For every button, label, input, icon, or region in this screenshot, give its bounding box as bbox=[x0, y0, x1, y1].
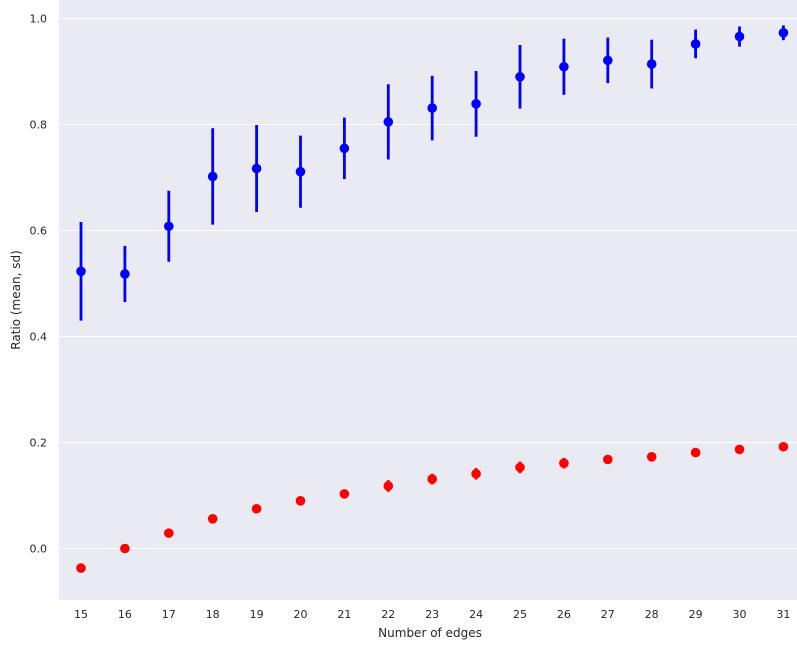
x-tick-labels: 15 16 17 18 19 20 21 22 23 24 25 26 27 28 29 30 31 bbox=[74, 608, 790, 621]
data-point bbox=[778, 28, 789, 38]
data-point bbox=[471, 99, 481, 109]
data-point bbox=[295, 166, 306, 177]
x-tick-label: 15 bbox=[74, 608, 88, 621]
data-point bbox=[603, 55, 613, 66]
data-point bbox=[559, 458, 569, 468]
x-tick-label: 23 bbox=[425, 608, 439, 621]
x-tick-label: 30 bbox=[733, 608, 747, 621]
data-point bbox=[120, 543, 130, 554]
data-point bbox=[164, 221, 174, 232]
x-tick-label: 28 bbox=[645, 608, 659, 621]
data-point bbox=[471, 468, 481, 479]
y-axis-label: Ratio (mean, sd) bbox=[9, 250, 23, 350]
data-point bbox=[734, 444, 745, 455]
x-tick-label: 16 bbox=[118, 608, 132, 621]
data-point bbox=[646, 452, 657, 462]
data-point bbox=[164, 528, 174, 538]
data-point bbox=[427, 474, 438, 484]
data-point bbox=[207, 514, 218, 524]
y-tick-label: 0.2 bbox=[30, 437, 48, 450]
y-tick-labels: 0.0 0.2 0.4 0.6 0.8 1.0 bbox=[30, 13, 48, 556]
data-point bbox=[207, 171, 218, 182]
data-point bbox=[690, 39, 701, 49]
data-point bbox=[339, 489, 350, 499]
data-point bbox=[515, 462, 525, 473]
x-tick-label: 19 bbox=[250, 608, 264, 621]
series-layer bbox=[76, 25, 789, 573]
series-1 bbox=[76, 25, 789, 321]
y-tick-label: 0.6 bbox=[30, 225, 48, 238]
x-tick-label: 25 bbox=[513, 608, 527, 621]
x-tick-label: 24 bbox=[469, 608, 483, 621]
x-tick-label: 21 bbox=[337, 608, 351, 621]
x-tick-label: 29 bbox=[689, 608, 703, 621]
data-point bbox=[339, 143, 350, 154]
data-point bbox=[559, 61, 569, 72]
y-tick-label: 1.0 bbox=[30, 13, 48, 26]
data-point bbox=[120, 269, 130, 279]
x-tick-label: 31 bbox=[776, 608, 790, 621]
data-point bbox=[251, 503, 262, 514]
data-point bbox=[383, 117, 394, 127]
x-tick-label: 22 bbox=[381, 608, 395, 621]
data-point bbox=[251, 163, 262, 174]
x-tick-label: 18 bbox=[206, 608, 220, 621]
y-tick-label: 0.0 bbox=[30, 543, 48, 556]
series-2 bbox=[76, 441, 789, 573]
x-tick-label: 27 bbox=[601, 608, 615, 621]
x-tick-label: 26 bbox=[557, 608, 571, 621]
data-point bbox=[646, 59, 657, 69]
y-tick-label: 0.8 bbox=[30, 119, 48, 132]
x-axis-label: Number of edges bbox=[378, 626, 482, 640]
data-point bbox=[76, 266, 86, 277]
data-point bbox=[603, 454, 613, 465]
x-tick-label: 17 bbox=[162, 608, 176, 621]
data-point bbox=[295, 496, 306, 506]
x-tick-label: 20 bbox=[294, 608, 308, 621]
data-point bbox=[690, 447, 701, 458]
data-point bbox=[515, 72, 525, 82]
y-tick-label: 0.4 bbox=[30, 331, 48, 344]
data-point bbox=[734, 31, 745, 42]
data-point bbox=[778, 441, 789, 452]
data-point bbox=[383, 481, 394, 491]
plot-area bbox=[59, 0, 797, 600]
data-point bbox=[427, 103, 438, 113]
grid-lines bbox=[59, 18, 797, 549]
data-point bbox=[76, 563, 86, 573]
